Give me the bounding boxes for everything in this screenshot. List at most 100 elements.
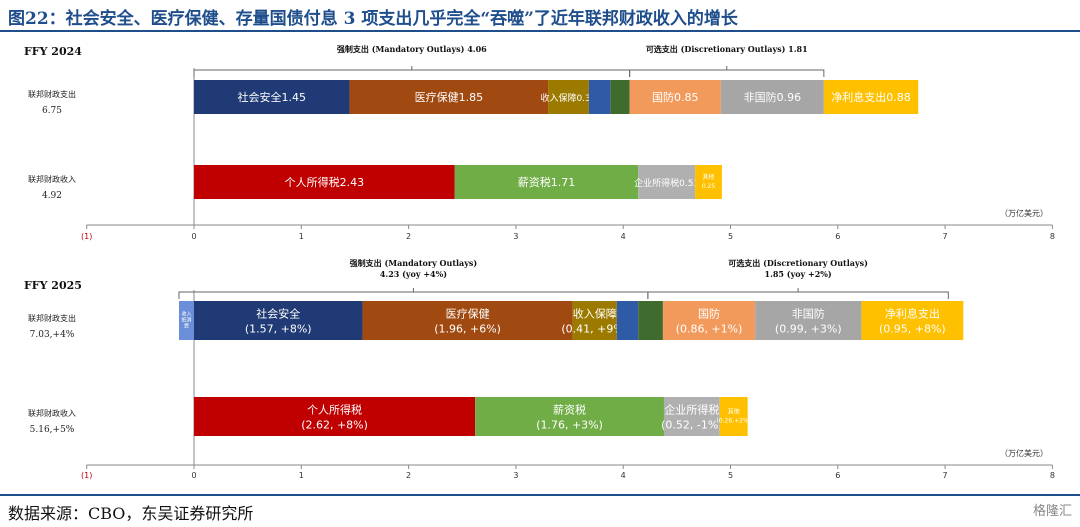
segment-label-2: (0.52, -1%) <box>661 419 723 432</box>
title-rule <box>0 30 1080 32</box>
row-name: 联邦财政支出 <box>28 313 76 323</box>
segment-label: 医疗保健1.85 <box>415 90 484 104</box>
x-tick-label: 0 <box>191 471 196 480</box>
segment-label: 医疗保健 <box>446 307 490 321</box>
segment-label: 净利息支出0.88 <box>831 90 911 104</box>
bracket-label-2: 4.23 (yoy +4%) <box>380 269 447 279</box>
row-total: 5.16,+5% <box>30 425 75 435</box>
bar-segment <box>548 80 589 114</box>
bar-segment <box>194 301 363 340</box>
panel-title: FFY 2025 <box>24 279 82 292</box>
segment-label-3: 费 <box>184 323 189 330</box>
bar-segment <box>588 80 611 114</box>
segment-label-2: 0.25 <box>702 183 716 190</box>
bar-segment <box>475 397 664 436</box>
x-tick-label: 5 <box>728 232 733 241</box>
bracket-line <box>178 291 649 299</box>
x-tick-label: 6 <box>835 232 840 241</box>
bar-segment <box>194 397 476 436</box>
bracket-label: 强制支出 (Mandatory Outlays) 4.06 <box>337 44 487 54</box>
bar-segment <box>695 165 722 199</box>
bar-segment <box>719 397 748 436</box>
x-tick-label: 0 <box>191 232 196 241</box>
bracket-line <box>193 69 631 77</box>
x-tick-label: 8 <box>1050 471 1055 480</box>
x-tick-label: (1) <box>81 471 92 480</box>
figure-title: 图22：社会安全、医疗保健、存量国债付息 3 项支出几乎完全“吞噬”了近年联邦财… <box>8 9 738 29</box>
segment-label: 企业所得税 <box>664 403 719 417</box>
x-tick-label: 3 <box>513 232 518 241</box>
bar-segment <box>454 165 639 199</box>
bar-segment <box>720 80 824 114</box>
x-tick-label: 4 <box>621 471 626 480</box>
row-total: 7.03,+4% <box>30 330 75 340</box>
segment-label-2: (2.62, +8%) <box>301 419 368 432</box>
segment-label: 薪资税1.71 <box>518 175 576 189</box>
x-tick-label: 1 <box>299 471 304 480</box>
segment-label-2: (0.86, +1%) <box>676 323 743 336</box>
bracket-label: 强制支出 (Mandatory Outlays) <box>350 258 478 268</box>
segment-label-2: (0.99, +3%) <box>775 323 842 336</box>
segment-label: 国防 <box>698 307 720 321</box>
segment-label-2: (0.95, +8%) <box>879 323 946 336</box>
bracket-line <box>647 291 949 299</box>
segment-label: 收入保障0.38 <box>540 92 596 104</box>
x-tick-label: 3 <box>513 471 518 480</box>
segment-label: 其他 <box>728 408 740 416</box>
x-tick-label: 2 <box>406 471 411 480</box>
segment-label: 收入保障 <box>573 307 617 321</box>
panel-title: FFY 2024 <box>24 45 82 58</box>
x-tick-label: 8 <box>1050 232 1055 241</box>
bar-segment <box>861 301 964 340</box>
unit-label: （万亿美元） <box>1000 448 1048 458</box>
segment-label: 净利息支出 <box>885 307 940 321</box>
bar-segment <box>572 301 617 340</box>
bar-segment <box>194 80 350 114</box>
watermark: 格隆汇 <box>1032 504 1072 519</box>
bar-segment <box>823 80 919 114</box>
segment-label: 其他 <box>702 173 714 181</box>
segment-label: 社会安全1.45 <box>238 90 307 104</box>
bar-segment <box>663 397 720 436</box>
segment-label: 社会安全 <box>256 307 300 321</box>
row-name: 联邦财政收入 <box>28 408 76 418</box>
x-tick-label: 4 <box>621 232 626 241</box>
unit-label: （万亿美元） <box>1000 208 1048 218</box>
segment-label: 企业所得税0.53 <box>634 177 699 189</box>
segment-label: 薪资税 <box>553 403 586 417</box>
bar-segment <box>755 301 862 340</box>
bar-segment <box>610 80 630 114</box>
bar-segment <box>662 301 756 340</box>
bar-segment <box>349 80 549 114</box>
bracket-line <box>629 69 825 77</box>
row-total: 4.92 <box>42 191 62 201</box>
bar-segment <box>616 301 639 340</box>
bar-segment <box>178 301 194 340</box>
x-tick-label: 6 <box>835 471 840 480</box>
bar-segment <box>629 80 721 114</box>
bar-segment <box>362 301 573 340</box>
bracket-label: 可选支出 (Discretionary Outlays) <box>728 258 868 268</box>
segment-label-2: 抵消 <box>181 317 191 324</box>
row-name: 联邦财政支出 <box>28 89 76 99</box>
x-tick-label: 5 <box>728 471 733 480</box>
x-tick-label: 2 <box>406 232 411 241</box>
bar-segment <box>194 165 455 199</box>
bar-segment <box>638 165 696 199</box>
bracket-label: 可选支出 (Discretionary Outlays) 1.81 <box>646 44 808 54</box>
segment-label-2: (1.57, +8%) <box>245 323 312 336</box>
segment-label: 非国防0.96 <box>744 90 802 104</box>
segment-label-2: (0.41, +9%) <box>561 323 628 336</box>
segment-label: 非国防 <box>792 307 825 321</box>
segment-label: 收入 <box>181 311 191 318</box>
bracket-label-2: 1.85 (yoy +2%) <box>765 269 832 279</box>
row-name: 联邦财政收入 <box>28 174 76 184</box>
x-tick-label: 7 <box>943 232 948 241</box>
segment-label: 国防0.85 <box>652 90 699 104</box>
source-note: 数据来源：CBO，东吴证券研究所 <box>8 504 254 523</box>
segment-label-2: (0.26,+2%) <box>716 418 751 425</box>
bar-segment <box>638 301 663 340</box>
x-tick-label: (1) <box>81 232 92 241</box>
